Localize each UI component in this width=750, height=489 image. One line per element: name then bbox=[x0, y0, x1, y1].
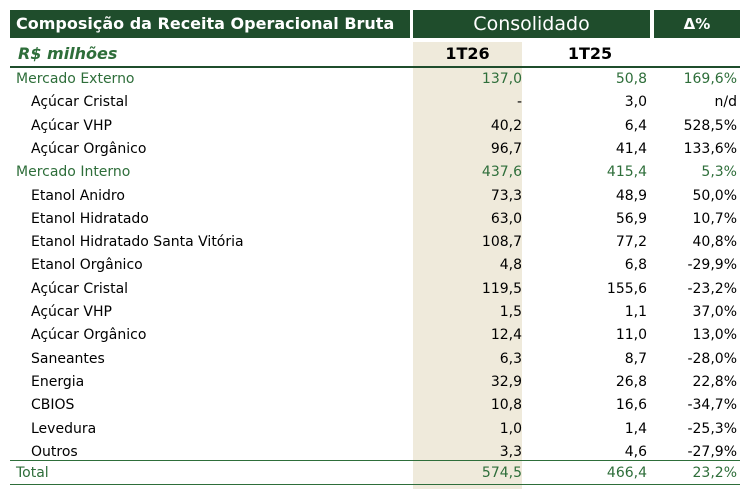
row-label: Açúcar VHP bbox=[31, 304, 112, 320]
row-label: Levedura bbox=[31, 420, 97, 437]
row-label: Etanol Anidro bbox=[31, 187, 125, 204]
row-label: Mercado Externo bbox=[16, 71, 135, 87]
cell-value: 1,0 bbox=[499, 420, 522, 437]
cell-value: - bbox=[516, 94, 522, 111]
row-label: Açúcar Orgânico bbox=[31, 140, 147, 157]
cell-value: 108,7 bbox=[481, 234, 522, 251]
row-label: Açúcar Cristal bbox=[31, 280, 129, 297]
rule bbox=[10, 460, 740, 461]
cell-value: 56,9 bbox=[615, 210, 647, 227]
header-title: Composição da Receita Operacional Bruta bbox=[10, 10, 410, 38]
cell-value: 119,5 bbox=[481, 280, 522, 297]
cell-value: -23,2% bbox=[687, 280, 737, 297]
cell-value: -25,3% bbox=[687, 420, 737, 437]
cell-value: 11,0 bbox=[615, 327, 647, 344]
row-label: Saneantes bbox=[31, 350, 105, 367]
rule bbox=[10, 66, 740, 68]
cell-value: 63,0 bbox=[490, 210, 522, 227]
row-label: Total bbox=[16, 465, 49, 481]
cell-value: -28,0% bbox=[687, 350, 737, 367]
cell-value: 8,7 bbox=[624, 350, 647, 367]
cell-value: 574,5 bbox=[481, 465, 522, 481]
cell-value: 13,0% bbox=[692, 327, 737, 344]
cell-value: 22,8% bbox=[692, 373, 737, 390]
rule bbox=[10, 484, 740, 485]
period-label: 1T25 bbox=[567, 44, 613, 63]
cell-value: 16,6 bbox=[615, 397, 647, 414]
unit-label: R$ milhões bbox=[18, 44, 118, 63]
cell-value: 466,4 bbox=[606, 465, 647, 481]
cell-value: 50,8 bbox=[615, 71, 647, 87]
cell-value: 5,3% bbox=[701, 164, 737, 181]
cell-value: 10,8 bbox=[490, 397, 522, 414]
cell-value: 528,5% bbox=[683, 117, 737, 134]
cell-value: 6,3 bbox=[499, 350, 522, 367]
row-label: Etanol Hidratado bbox=[31, 210, 149, 227]
row-label: Etanol Orgânico bbox=[31, 257, 143, 274]
row-label: Outros bbox=[31, 443, 78, 460]
cell-value: 6,8 bbox=[624, 257, 647, 274]
cell-value: -27,9% bbox=[687, 443, 737, 460]
cell-value: 10,7% bbox=[692, 210, 737, 227]
row-label: Etanol Hidratado Santa Vitória bbox=[31, 234, 244, 251]
cell-value: -29,9% bbox=[687, 257, 737, 274]
column-highlight bbox=[413, 42, 522, 489]
cell-value: 437,6 bbox=[481, 164, 522, 181]
header-consolidated: Consolidado bbox=[413, 10, 650, 38]
cell-value: 96,7 bbox=[490, 140, 522, 157]
cell-value: 37,0% bbox=[692, 304, 737, 320]
cell-value: 3,3 bbox=[499, 443, 522, 460]
period-label: 1T26 bbox=[445, 44, 490, 63]
cell-value: -34,7% bbox=[687, 397, 737, 414]
cell-value: 6,4 bbox=[624, 117, 647, 134]
cell-value: 40,2 bbox=[490, 117, 522, 134]
cell-value: 137,0 bbox=[481, 71, 522, 87]
cell-value: 3,0 bbox=[624, 94, 647, 111]
cell-value: 415,4 bbox=[606, 164, 647, 181]
cell-value: 4,6 bbox=[624, 443, 647, 460]
cell-value: 48,9 bbox=[615, 187, 647, 204]
cell-value: 50,0% bbox=[692, 187, 737, 204]
cell-value: 26,8 bbox=[615, 373, 647, 390]
row-label: Mercado Interno bbox=[16, 164, 131, 181]
cell-value: 4,8 bbox=[499, 257, 522, 274]
row-label: Açúcar Orgânico bbox=[31, 327, 147, 344]
row-label: Açúcar Cristal bbox=[31, 94, 129, 111]
cell-value: 155,6 bbox=[606, 280, 647, 297]
header-change: Δ% bbox=[654, 10, 740, 38]
cell-value: 41,4 bbox=[615, 140, 647, 157]
row-label: CBIOS bbox=[31, 397, 75, 414]
cell-value: 1,4 bbox=[624, 420, 647, 437]
cell-value: 23,2% bbox=[692, 465, 737, 481]
cell-value: 32,9 bbox=[490, 373, 522, 390]
cell-value: 73,3 bbox=[490, 187, 522, 204]
cell-value: 12,4 bbox=[490, 327, 522, 344]
cell-value: 40,8% bbox=[692, 234, 737, 251]
row-label: Açúcar VHP bbox=[31, 117, 112, 134]
row-label: Energia bbox=[31, 373, 85, 390]
cell-value: 133,6% bbox=[683, 140, 737, 157]
cell-value: 1,1 bbox=[624, 304, 647, 320]
cell-value: 169,6% bbox=[683, 71, 737, 87]
cell-value: n/d bbox=[714, 94, 737, 111]
cell-value: 77,2 bbox=[615, 234, 647, 251]
cell-value: 1,5 bbox=[499, 304, 522, 320]
